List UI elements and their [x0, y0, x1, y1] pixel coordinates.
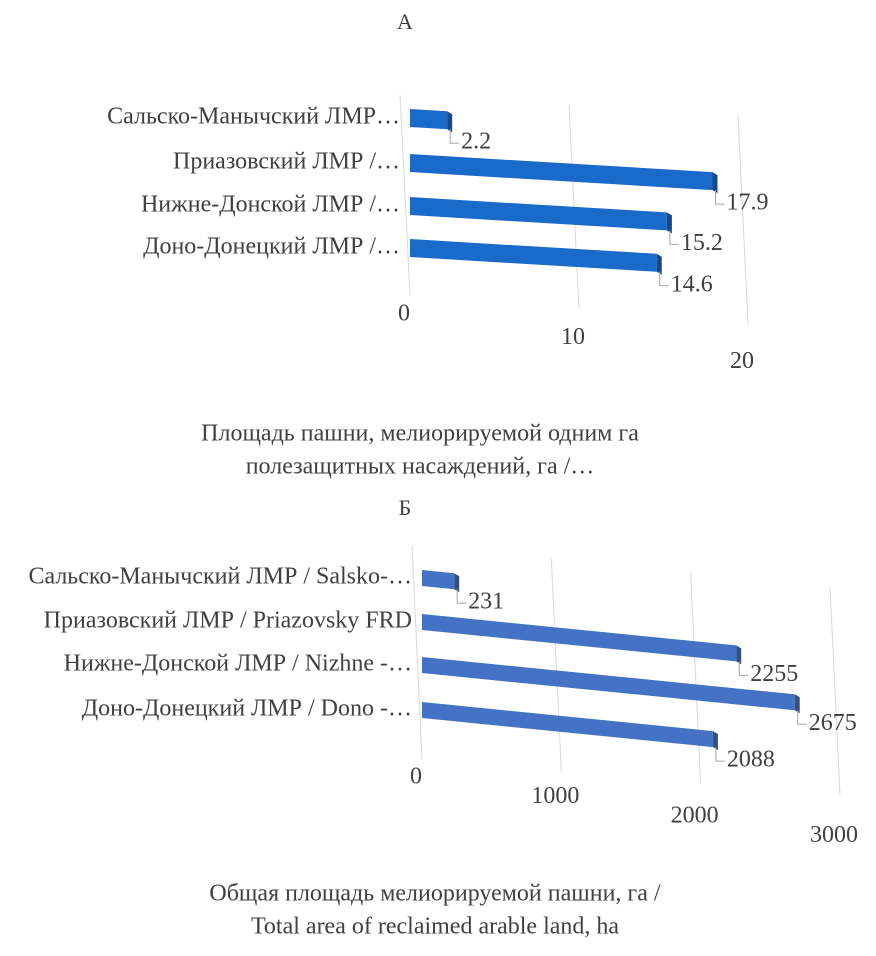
x-axis-label: Площадь пашни, мелиорируемой одним га [201, 421, 639, 447]
bar [422, 657, 795, 711]
bar-end [736, 645, 742, 665]
bar-end [454, 573, 460, 593]
y-tick-label: Нижне-Донской ЛМР / Nizhne -… [64, 651, 412, 677]
bar-end [712, 172, 718, 194]
leader-line [715, 190, 725, 205]
y-tick-label: Доно-Донецкий ЛМР / Dono -… [82, 696, 412, 722]
grid-line [411, 544, 423, 761]
leader-line [797, 710, 807, 725]
value-label: 2255 [750, 661, 798, 687]
value-label: 17.9 [727, 190, 769, 216]
x-tick-label: 20 [730, 348, 754, 374]
bar-end [712, 731, 718, 751]
chart-title: А [397, 9, 413, 34]
grid-line [690, 572, 702, 784]
y-tick-label: Приазовский ЛМР / Priazovsky FRD [44, 608, 412, 634]
bar-end [666, 212, 672, 234]
value-label: 14.6 [671, 271, 713, 297]
x-axis-label: Общая площадь мелиорируемой пашни, га / [209, 881, 661, 907]
bar-end [447, 111, 453, 133]
leader-line [669, 230, 679, 245]
x-tick-label: 1000 [531, 783, 579, 809]
bar-end [656, 253, 662, 275]
bar [422, 570, 455, 590]
value-label: 2675 [809, 710, 857, 736]
bar-end [794, 694, 800, 714]
x-axis-label: Total area of reclaimed arable land, ha [251, 914, 619, 940]
x-tick-label: 0 [398, 301, 410, 327]
y-tick-label: Сальско-Манычский ЛМР / Salsko-… [28, 564, 412, 590]
bar [410, 239, 657, 272]
x-tick-label: 10 [561, 324, 585, 350]
x-tick-label: 2000 [671, 803, 719, 829]
value-label: 2.2 [461, 129, 491, 155]
grid-line [550, 558, 562, 772]
y-tick-label: Нижне-Донской ЛМР /… [141, 192, 400, 218]
leader-line [456, 589, 467, 604]
leader-line [738, 661, 749, 676]
leader-line [715, 747, 725, 762]
grid-line [399, 94, 411, 296]
bar [422, 614, 737, 662]
y-tick-label: Доно-Донецкий ЛМР /… [143, 234, 400, 260]
grid-line [737, 115, 749, 324]
y-tick-label: Сальско-Манычский ЛМР… [107, 104, 400, 130]
bar [410, 154, 713, 191]
leader-line [449, 129, 460, 144]
value-label: 15.2 [681, 230, 723, 256]
value-label: 231 [468, 589, 504, 615]
x-tick-label: 3000 [810, 822, 858, 848]
value-label: 2088 [727, 747, 775, 773]
leader-line [659, 271, 669, 287]
y-tick-label: Приазовский ЛМР /… [173, 149, 400, 175]
bar [410, 197, 667, 231]
grid-line [829, 586, 841, 796]
x-axis-label: полезащитных насаждений, га /… [246, 454, 595, 480]
bar [422, 702, 713, 748]
bar [410, 109, 448, 130]
x-tick-label: 0 [410, 764, 422, 790]
chart-title: Б [399, 495, 412, 520]
